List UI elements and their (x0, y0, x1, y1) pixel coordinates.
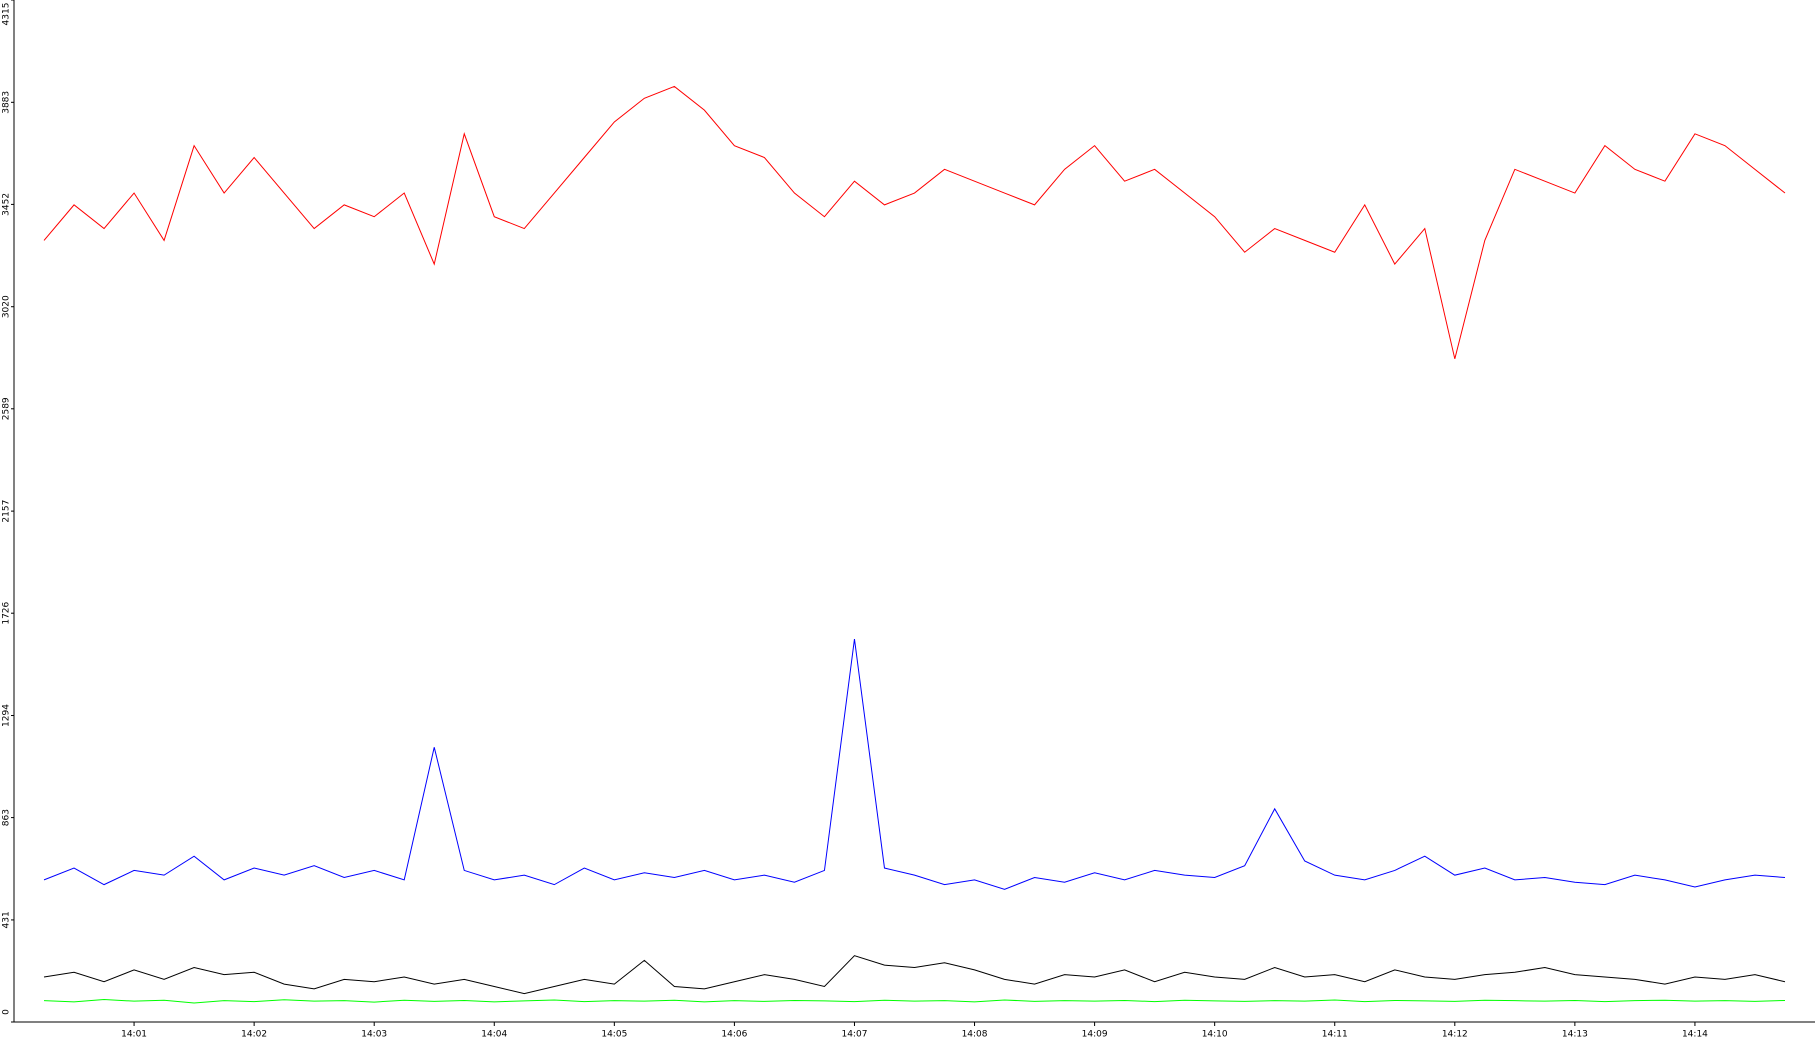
series-line (43, 955, 1786, 995)
x-tick-label: 14:09 (1082, 1030, 1108, 1039)
y-tick-label: 2157 (2, 500, 12, 523)
x-tick-label: 14:04 (481, 1030, 507, 1039)
y-tick-label: 1294 (2, 704, 12, 727)
series-line (43, 638, 1786, 890)
x-tick-label: 14:11 (1322, 1030, 1348, 1039)
x-tick-label: 14:06 (721, 1030, 747, 1039)
x-tick-label: 14:13 (1562, 1030, 1588, 1039)
x-tick-label: 14:02 (241, 1030, 267, 1039)
y-tick-label: 431 (2, 911, 12, 928)
y-tick-label: 3883 (2, 91, 12, 114)
y-tick-label: 1726 (2, 601, 12, 624)
series-line (43, 998, 1785, 1004)
x-tick-label: 14:07 (841, 1030, 867, 1039)
y-tick-label: 863 (2, 809, 12, 826)
x-tick-label: 14:12 (1442, 1030, 1468, 1039)
y-tick-label: 2589 (2, 397, 12, 420)
y-tick-label: 4315 (2, 3, 12, 26)
x-tick-label: 14:10 (1202, 1030, 1228, 1039)
x-tick-label: 14:05 (601, 1030, 627, 1039)
x-tick-label: 14:01 (121, 1030, 147, 1039)
x-tick-label: 14:03 (361, 1030, 387, 1039)
x-tick-label: 14:08 (962, 1030, 988, 1039)
y-tick-label: 0 (2, 1009, 12, 1015)
series-line (43, 85, 1786, 359)
y-tick-label: 3020 (2, 295, 12, 318)
y-tick-label: 3452 (2, 193, 12, 216)
x-tick-label: 14:14 (1682, 1030, 1708, 1039)
